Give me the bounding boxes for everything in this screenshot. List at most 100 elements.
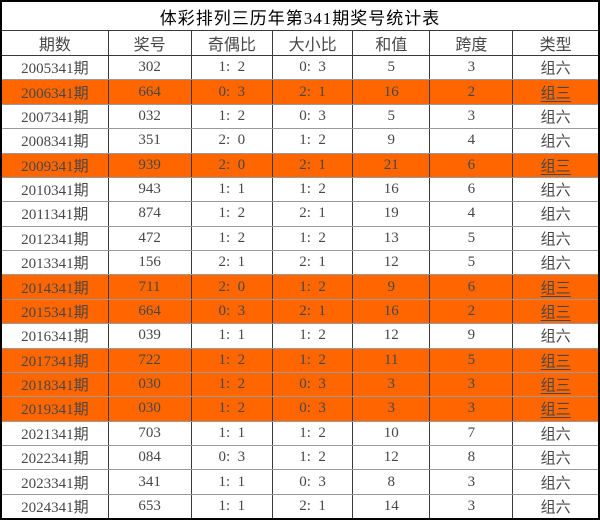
cell-issue: 2017341期 xyxy=(2,348,109,372)
table-row: 2005341期 302 1: 2 0: 3 5 3 组六 xyxy=(2,56,598,81)
cell-big-small: 2: 1 xyxy=(273,80,354,104)
stats-table: 期数 奖号 奇偶比 大小比 和值 跨度 类型 2005341期 302 1: 2 0: 3 5 3 组六… xyxy=(2,31,598,519)
column-header-span: 跨度 xyxy=(430,31,514,55)
cell-number: 664 xyxy=(109,299,192,324)
column-header-number: 奖号 xyxy=(109,31,192,55)
table-row: 2009341期 939 2: 0 2: 1 21 6 组三 xyxy=(2,153,598,178)
cell-sum: 10 xyxy=(353,421,431,445)
cell-odd-even: 1: 2 xyxy=(192,202,274,226)
column-header-odd-even: 奇偶比 xyxy=(192,31,274,55)
cell-odd-even: 1: 1 xyxy=(192,470,274,494)
column-header-type: 类型 xyxy=(539,37,572,54)
cell-span: 2 xyxy=(430,80,514,104)
cell-odd-even: 2: 0 xyxy=(192,129,274,153)
cell-sum: 21 xyxy=(353,153,431,177)
cell-type: 组六 xyxy=(540,499,571,516)
cell-sum: 16 xyxy=(353,177,431,202)
cell-big-small: 0: 3 xyxy=(273,104,354,129)
cell-span: 5 xyxy=(430,251,514,275)
cell-sum: 8 xyxy=(353,470,431,494)
cell-issue: 2011341期 xyxy=(2,202,109,226)
cell-big-small: 2: 1 xyxy=(273,202,354,226)
cell-type: 组六 xyxy=(540,134,571,151)
cell-type: 组三 xyxy=(540,402,571,419)
cell-odd-even: 1: 2 xyxy=(192,372,274,397)
cell-number: 664 xyxy=(109,80,192,104)
cell-number: 084 xyxy=(109,446,192,470)
cell-type: 组三 xyxy=(540,304,571,321)
cell-number: 039 xyxy=(109,324,192,348)
cell-sum: 16 xyxy=(353,80,431,104)
cell-odd-even: 2: 0 xyxy=(192,153,274,177)
cell-big-small: 0: 3 xyxy=(273,470,354,494)
cell-type: 组六 xyxy=(540,451,571,468)
cell-span: 2 xyxy=(430,299,514,324)
cell-big-small: 2: 1 xyxy=(273,251,354,275)
cell-big-small: 1: 2 xyxy=(273,226,354,250)
cell-big-small: 0: 3 xyxy=(273,372,354,397)
cell-issue: 2022341期 xyxy=(2,446,109,470)
cell-number: 341 xyxy=(109,470,192,494)
cell-number: 703 xyxy=(109,421,192,445)
cell-sum: 14 xyxy=(353,494,431,519)
cell-sum: 9 xyxy=(353,275,431,299)
cell-big-small: 1: 2 xyxy=(273,446,354,470)
cell-span: 3 xyxy=(430,494,514,519)
cell-sum: 16 xyxy=(353,299,431,324)
cell-big-small: 1: 2 xyxy=(273,129,354,153)
cell-sum: 12 xyxy=(353,251,431,275)
cell-issue: 2008341期 xyxy=(2,129,109,153)
table-row: 2022341期 084 0: 3 1: 2 12 8 组六 xyxy=(2,446,598,471)
cell-sum: 3 xyxy=(353,372,431,397)
column-header-big-small: 大小比 xyxy=(273,31,354,55)
cell-sum: 19 xyxy=(353,202,431,226)
cell-odd-even: 0: 3 xyxy=(192,299,274,324)
cell-sum: 13 xyxy=(353,226,431,250)
cell-sum: 5 xyxy=(353,56,431,80)
cell-type: 组六 xyxy=(540,207,571,224)
column-header-sum: 和值 xyxy=(353,31,431,55)
cell-sum: 5 xyxy=(353,104,431,129)
cell-sum: 11 xyxy=(353,348,431,372)
cell-type: 组六 xyxy=(540,475,571,492)
cell-type: 组三 xyxy=(540,353,571,370)
cell-span: 7 xyxy=(430,421,514,445)
cell-number: 472 xyxy=(109,226,192,250)
cell-issue: 2023341期 xyxy=(2,470,109,494)
cell-number: 351 xyxy=(109,129,192,153)
cell-big-small: 1: 2 xyxy=(273,421,354,445)
cell-number: 030 xyxy=(109,397,192,421)
table-row: 2021341期 703 1: 1 1: 2 10 7 组六 xyxy=(2,421,598,446)
cell-odd-even: 1: 2 xyxy=(192,348,274,372)
cell-type: 组三 xyxy=(540,280,571,297)
cell-span: 6 xyxy=(430,177,514,202)
cell-issue: 2009341期 xyxy=(2,153,109,177)
cell-odd-even: 1: 2 xyxy=(192,397,274,421)
cell-span: 5 xyxy=(430,348,514,372)
cell-number: 156 xyxy=(109,251,192,275)
table-row: 2010341期 943 1: 1 1: 2 16 6 组六 xyxy=(2,177,598,203)
cell-sum: 9 xyxy=(353,129,431,153)
table-row: 2024341期 653 1: 1 2: 1 14 3 组六 xyxy=(2,494,598,519)
cell-type: 组六 xyxy=(540,61,571,78)
cell-type: 组六 xyxy=(540,329,571,346)
cell-odd-even: 1: 1 xyxy=(192,177,274,202)
cell-number: 939 xyxy=(109,153,192,177)
cell-sum: 12 xyxy=(353,324,431,348)
cell-sum: 3 xyxy=(353,397,431,421)
cell-odd-even: 2: 0 xyxy=(192,275,274,299)
cell-span: 3 xyxy=(430,104,514,129)
cell-number: 943 xyxy=(109,177,192,202)
table-row: 2019341期 030 1: 2 0: 3 3 3 组三 xyxy=(2,397,598,422)
cell-number: 030 xyxy=(109,372,192,397)
cell-number: 302 xyxy=(109,56,192,80)
cell-issue: 2006341期 xyxy=(2,80,109,104)
cell-issue: 2010341期 xyxy=(2,177,109,202)
cell-number: 653 xyxy=(109,494,192,519)
cell-span: 6 xyxy=(430,275,514,299)
cell-span: 9 xyxy=(430,324,514,348)
cell-span: 4 xyxy=(430,129,514,153)
cell-type: 组三 xyxy=(540,85,571,102)
table-header-row: 期数 奖号 奇偶比 大小比 和值 跨度 类型 xyxy=(2,31,598,56)
cell-odd-even: 1: 1 xyxy=(192,494,274,519)
